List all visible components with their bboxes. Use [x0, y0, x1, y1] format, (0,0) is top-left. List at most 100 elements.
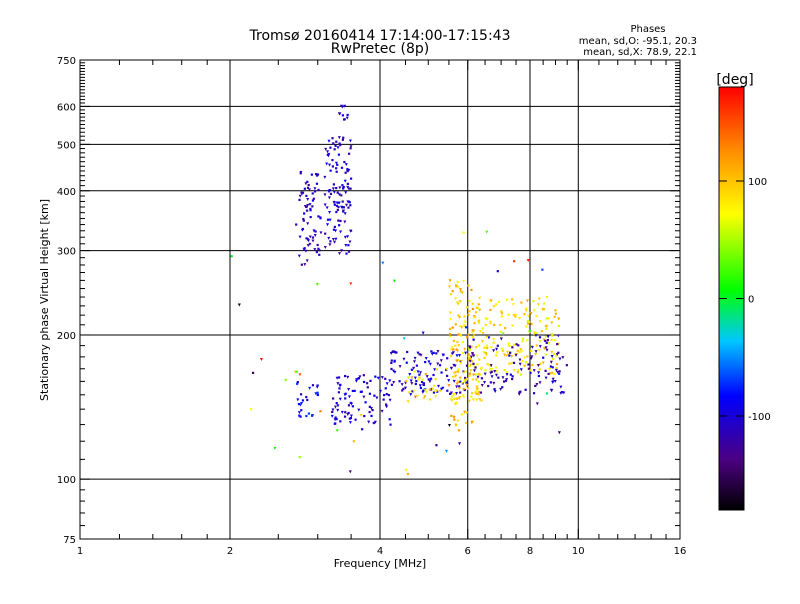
echo-point [462, 371, 466, 375]
echo-point [427, 360, 431, 364]
echo-point [552, 352, 555, 356]
echo-point [390, 359, 393, 362]
echo-point [470, 352, 474, 356]
echo-point [464, 326, 468, 329]
echo-point [311, 205, 314, 208]
echo-point [343, 235, 347, 239]
x-axis-label: Frequency [MHz] [334, 557, 426, 570]
echo-point [494, 373, 498, 377]
echo-point [512, 314, 516, 318]
echo-point [500, 315, 503, 318]
echo-point [385, 403, 388, 406]
echo-point [417, 378, 420, 381]
echo-point [376, 376, 380, 380]
echo-point [452, 371, 456, 375]
echo-point [475, 387, 479, 391]
echo-point [343, 415, 347, 418]
echo-point [335, 417, 338, 421]
echo-point [472, 369, 476, 373]
echo-point [465, 411, 469, 415]
echo-point [512, 369, 516, 373]
echo-point [462, 279, 466, 283]
echo-point [316, 384, 320, 388]
echo-point [341, 138, 344, 141]
echo-point [451, 326, 454, 329]
echo-point [441, 386, 445, 390]
echo-point [458, 385, 461, 388]
echo-point [456, 370, 460, 374]
echo-point [455, 401, 459, 405]
echo-point [460, 381, 464, 385]
echo-point [423, 389, 427, 393]
echo-point [300, 263, 303, 266]
echo-point [493, 369, 497, 373]
echo-point [306, 238, 310, 242]
echo-point [477, 393, 480, 396]
echo-point [312, 229, 316, 233]
echo-point [474, 311, 478, 314]
echo-point [556, 343, 559, 346]
echo-point [468, 310, 471, 313]
echo-point [347, 395, 351, 399]
echo-point [306, 204, 310, 208]
echo-point [492, 349, 496, 353]
echo-point [302, 248, 306, 252]
echo-point [459, 290, 462, 293]
echo-point [477, 373, 480, 376]
echo-point [489, 364, 493, 368]
echo-point [478, 329, 482, 333]
echo-point [452, 363, 456, 367]
echo-point [357, 408, 361, 412]
echo-point [335, 210, 338, 214]
echo-point [349, 204, 352, 207]
echo-point [499, 337, 503, 341]
echo-point [518, 358, 522, 362]
echo-point [405, 361, 408, 364]
echo-point [344, 203, 348, 207]
echo-point [466, 387, 470, 391]
echo-point [333, 422, 336, 425]
echo-point [462, 231, 465, 234]
echo-point [428, 362, 432, 366]
echo-point [375, 396, 379, 400]
echo-point [368, 392, 372, 395]
echo-point [480, 383, 484, 387]
echo-point [484, 351, 487, 355]
echo-point [329, 192, 333, 196]
echo-point [450, 346, 454, 350]
echo-point [313, 190, 317, 193]
echo-point [346, 185, 350, 189]
echo-point [549, 388, 553, 392]
echo-point [513, 260, 516, 263]
echo-point [471, 398, 475, 402]
echo-point [474, 345, 478, 349]
echo-point [458, 442, 462, 446]
echo-point [455, 284, 458, 287]
echo-point [565, 364, 568, 367]
echo-point [477, 321, 480, 324]
echo-point [305, 395, 308, 399]
echo-point [310, 414, 314, 417]
echo-point [323, 246, 327, 250]
echo-point [369, 379, 372, 382]
echo-point [298, 194, 302, 198]
echo-point [419, 386, 423, 390]
echo-point [448, 392, 452, 395]
echo-point [299, 415, 302, 418]
echo-point [530, 349, 533, 352]
echo-point [337, 193, 341, 197]
echo-point [550, 350, 554, 354]
echo-point [468, 372, 471, 375]
echo-point [467, 399, 471, 403]
echo-point [547, 342, 551, 346]
echo-point [429, 377, 433, 380]
echo-point [541, 361, 545, 365]
echo-point [413, 356, 417, 360]
echo-point [418, 384, 422, 388]
echo-point [486, 346, 489, 350]
echo-point [510, 354, 514, 358]
echo-point [542, 338, 546, 342]
phases-heading: Phases [630, 24, 665, 35]
echo-point [338, 397, 342, 401]
